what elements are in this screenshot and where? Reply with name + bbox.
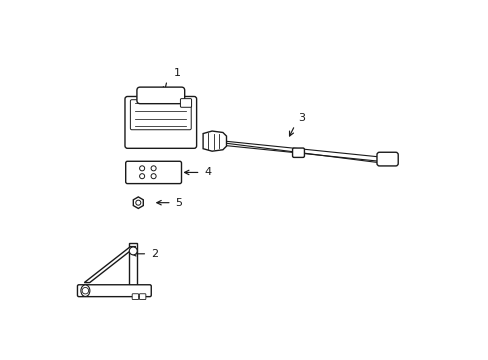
Text: 4: 4 — [204, 167, 211, 177]
FancyBboxPatch shape — [125, 96, 196, 148]
Circle shape — [129, 247, 137, 255]
Circle shape — [151, 166, 156, 171]
Text: 3: 3 — [298, 113, 305, 123]
FancyBboxPatch shape — [125, 161, 181, 184]
FancyBboxPatch shape — [139, 294, 145, 300]
Circle shape — [151, 174, 156, 179]
FancyBboxPatch shape — [137, 87, 184, 104]
FancyBboxPatch shape — [180, 99, 191, 107]
Ellipse shape — [81, 285, 90, 297]
Circle shape — [139, 174, 144, 179]
Circle shape — [136, 200, 141, 205]
FancyBboxPatch shape — [77, 285, 151, 297]
FancyBboxPatch shape — [132, 294, 139, 300]
Polygon shape — [203, 131, 226, 151]
FancyBboxPatch shape — [292, 148, 304, 157]
FancyBboxPatch shape — [376, 152, 397, 166]
FancyBboxPatch shape — [130, 100, 191, 130]
Polygon shape — [133, 197, 143, 208]
Polygon shape — [84, 247, 136, 283]
Polygon shape — [129, 243, 137, 288]
Circle shape — [82, 287, 88, 294]
Circle shape — [139, 166, 144, 171]
Text: 5: 5 — [175, 198, 182, 208]
Text: 1: 1 — [174, 68, 181, 78]
Text: 2: 2 — [151, 249, 158, 259]
